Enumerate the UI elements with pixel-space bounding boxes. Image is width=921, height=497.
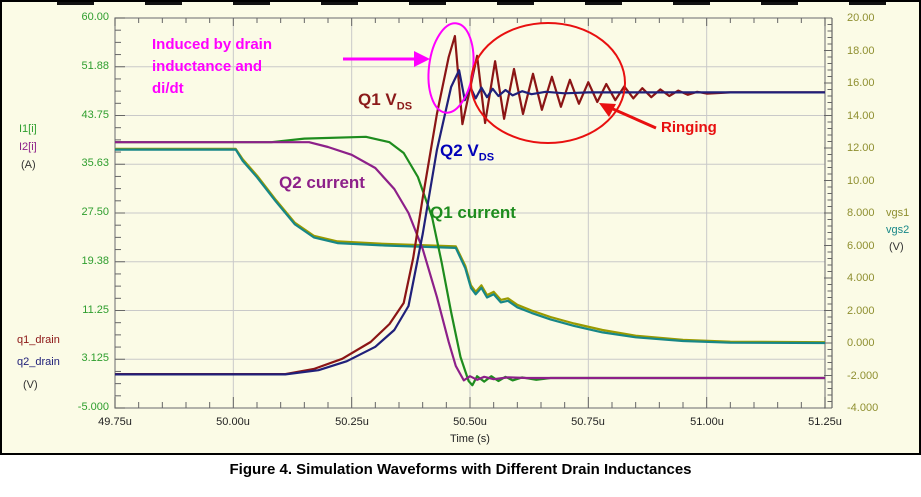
annotation-q1-current: Q1 current [430, 203, 516, 222]
ringing-highlight-ellipse [470, 22, 626, 144]
top-crop-dashes [57, 2, 911, 5]
x-axis-tick-label: 50.00u [216, 416, 250, 428]
waveform-plot [114, 17, 833, 409]
right-axis-tick-label: 4.000 [847, 272, 875, 284]
induced-arrow-head [414, 51, 430, 67]
left-axis-series-q2drain: q2_drain [17, 356, 60, 368]
x-axis-tick-label: 50.75u [571, 416, 605, 428]
q2-vds-subscript: DS [478, 151, 495, 164]
left-axis-tick-label: 19.38 [81, 255, 109, 267]
right-axis-unit-volts: (V) [889, 241, 904, 253]
left-axis-series-i2: I2[i] [19, 141, 37, 153]
x-axis-title: Time (s) [450, 433, 490, 445]
annotation-ringing: Ringing [661, 119, 717, 136]
annotation-induced-line2: inductance and [152, 58, 263, 75]
ringing-arrow-line [612, 107, 657, 130]
right-axis-tick-label: 20.00 [847, 12, 875, 24]
x-axis-tick-label: 50.50u [453, 416, 487, 428]
left-axis-unit-amps: (A) [21, 159, 36, 171]
annotation-induced-line1: Induced by drain [152, 36, 273, 53]
right-axis-tick-label: 18.00 [847, 45, 875, 57]
right-axis-tick-label: 12.00 [847, 142, 875, 154]
x-axis-tick-label: 51.00u [690, 416, 724, 428]
waveform-vgs2 [115, 148, 826, 345]
left-axis-tick-label: 35.63 [81, 157, 109, 169]
right-axis-tick-label: 8.000 [847, 207, 875, 219]
right-axis-tick-label: 14.00 [847, 110, 875, 122]
right-axis-series-vgs2: vgs2 [886, 224, 910, 236]
left-axis-tick-label: 27.50 [81, 206, 109, 218]
ringing-arrow-head [599, 103, 616, 117]
left-axis-tick-label: 11.25 [82, 304, 109, 316]
chart-area: I1[i] I2[i] (A) q1_drain q2_drain (V) vg… [0, 0, 921, 455]
right-axis-tick-label: -2.000 [847, 370, 879, 382]
annotation-induced-line3: di/dt [152, 80, 184, 97]
x-axis-tick-label: 50.25u [335, 416, 369, 428]
left-axis-tick-label: 3.125 [81, 352, 109, 364]
annotation-q2-current: Q2 current [279, 173, 365, 192]
axis-ticks [114, 17, 833, 409]
annotation-q2-vds: Q2 VDS [440, 141, 494, 163]
left-axis-tick-label: 51.88 [81, 60, 109, 72]
annotation-induced-by-drain: Induced by drain inductance and di/dt [152, 34, 272, 100]
waveform-I1[i] [115, 135, 825, 387]
q1-vds-subscript: DS [396, 100, 413, 113]
right-axis-tick-label: 6.000 [847, 240, 875, 252]
right-axis-tick-label: 16.00 [847, 77, 875, 89]
q2-vds-text: Q2 V [440, 141, 479, 160]
x-axis-tick-label: 51.25u [808, 416, 842, 428]
x-axis-tick-label: 49.75u [98, 416, 132, 428]
right-axis-tick-label: -4.000 [847, 402, 879, 414]
right-axis-tick-label: 0.000 [847, 337, 875, 349]
annotation-shapes [343, 22, 657, 144]
q1-vds-text: Q1 V [358, 90, 397, 109]
left-axis-series-q1drain: q1_drain [17, 334, 60, 346]
left-axis-series-i1: I1[i] [19, 123, 37, 135]
annotation-q1-vds: Q1 VDS [358, 90, 412, 112]
left-axis-tick-label: 43.75 [81, 109, 109, 121]
waveform-I2[i] [115, 141, 825, 382]
figure-caption: Figure 4. Simulation Waveforms with Diff… [229, 461, 692, 478]
left-axis-unit-volts: (V) [23, 379, 38, 391]
right-axis-series-vgs1: vgs1 [886, 207, 910, 219]
left-axis-tick-label: 60.00 [81, 11, 109, 23]
right-axis-tick-label: 2.000 [847, 305, 875, 317]
right-axis-tick-label: 10.00 [847, 175, 875, 187]
left-axis-tick-label: -5.000 [77, 401, 109, 413]
